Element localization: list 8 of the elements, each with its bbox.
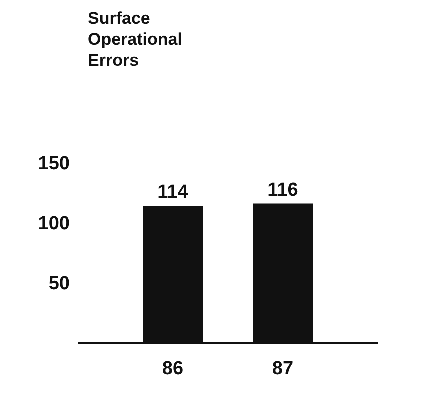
y-tick-label: 50 bbox=[48, 274, 70, 295]
data-label: 116 bbox=[268, 180, 298, 201]
x-tick-label: 86 bbox=[162, 358, 184, 380]
y-tick-label: 100 bbox=[38, 214, 70, 235]
chart-title: Surface Operational Errors bbox=[88, 8, 184, 72]
x-tick-label: 87 bbox=[272, 358, 294, 380]
y-tick-label: 150 bbox=[38, 154, 70, 175]
data-label: 114 bbox=[158, 182, 189, 204]
